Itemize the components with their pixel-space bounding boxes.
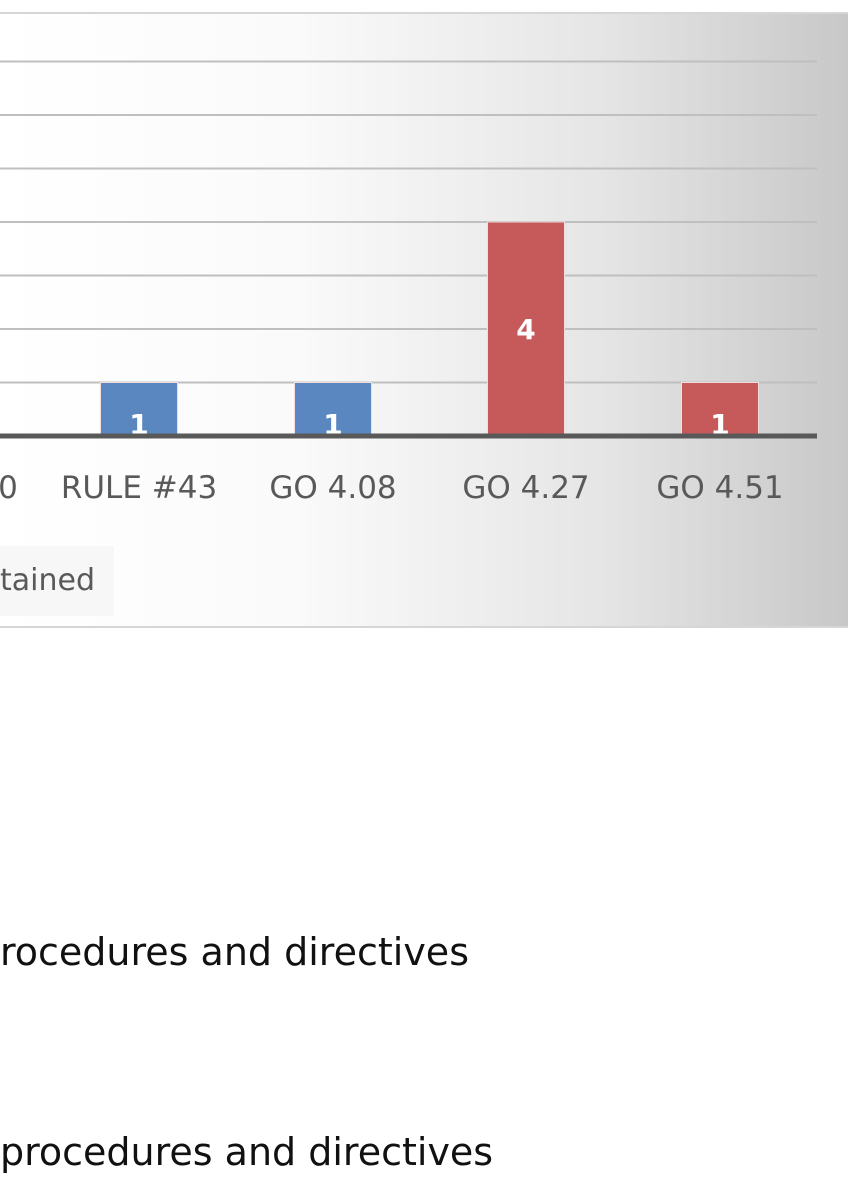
data-label: 4 xyxy=(516,313,535,346)
x-tick-label: RULE #43 xyxy=(61,470,217,506)
bar-chart: 1 1 4 1 0 RULE #43 GO 4.08 GO 4.27 GO 4.51 xyxy=(0,60,817,506)
bars: 1 1 4 1 xyxy=(100,221,759,441)
bar-go-4-27 xyxy=(487,221,565,437)
legend xyxy=(0,546,114,616)
data-label: 1 xyxy=(129,408,148,441)
legend-entry-label: tained xyxy=(0,563,95,598)
bar-go-4-51 xyxy=(681,382,759,437)
bar-go-4-08 xyxy=(294,382,372,437)
x-tick-label: GO 4.27 xyxy=(462,470,589,506)
gridlines xyxy=(0,60,817,384)
chart-panel: 1 1 4 1 0 RULE #43 GO 4.08 GO 4.27 GO 4.51 tain… xyxy=(0,12,848,628)
x-tick-label: 0 xyxy=(0,470,18,506)
tick-labels: 0 RULE #43 GO 4.08 GO 4.27 GO 4.51 xyxy=(0,470,784,506)
body-text-line-1: rocedures and directives xyxy=(0,930,469,974)
data-label: 1 xyxy=(323,408,342,441)
x-tick-label: GO 4.08 xyxy=(269,470,396,506)
x-tick-label: GO 4.51 xyxy=(656,470,783,506)
data-label: 1 xyxy=(710,408,729,441)
body-text-line-2: procedures and directives xyxy=(0,1130,494,1174)
